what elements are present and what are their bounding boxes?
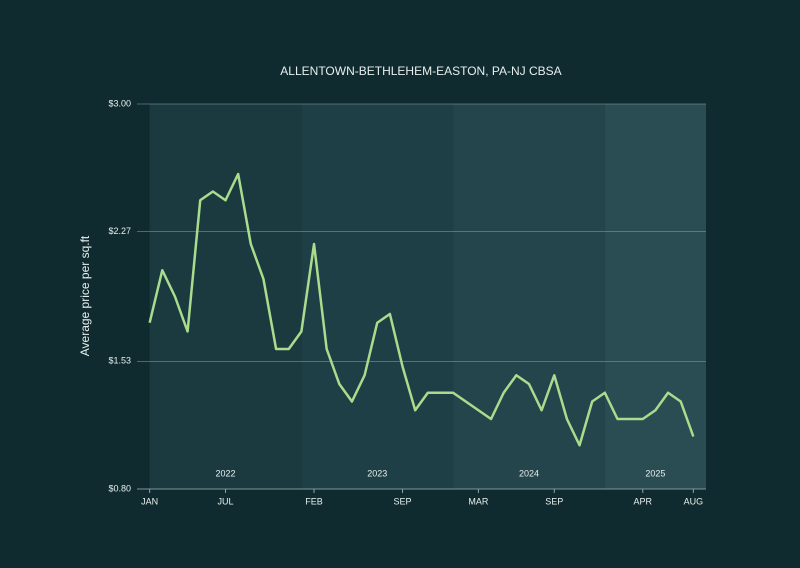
y-tick-label: $2.27	[108, 226, 131, 236]
x-tick-label: SEP	[394, 496, 412, 506]
year-label: 2024	[519, 468, 539, 478]
x-tick-label: AUG	[684, 496, 704, 506]
year-label: 2023	[367, 468, 387, 478]
x-tick-label: JUL	[218, 496, 234, 506]
y-axis-label: Average price per sq.ft	[78, 235, 92, 356]
year-label: 2022	[215, 468, 235, 478]
y-tick-label: $3.00	[108, 98, 131, 108]
year-label: 2025	[645, 468, 665, 478]
x-tick-label: SEP	[545, 496, 563, 506]
year-band	[149, 104, 302, 489]
price-line	[148, 172, 695, 447]
x-tick-label: MAR	[468, 496, 489, 506]
year-band	[301, 104, 454, 489]
chart-title: ALLENTOWN-BETHLEHEM-EASTON, PA-NJ CBSA	[280, 64, 561, 78]
year-band	[453, 104, 605, 489]
x-tick-label: APR	[634, 496, 653, 506]
x-tick-label: JAN	[141, 496, 158, 506]
y-tick-label: $1.53	[108, 356, 131, 366]
x-tick-label: FEB	[305, 496, 323, 506]
y-tick-label: $0.80	[108, 483, 131, 493]
